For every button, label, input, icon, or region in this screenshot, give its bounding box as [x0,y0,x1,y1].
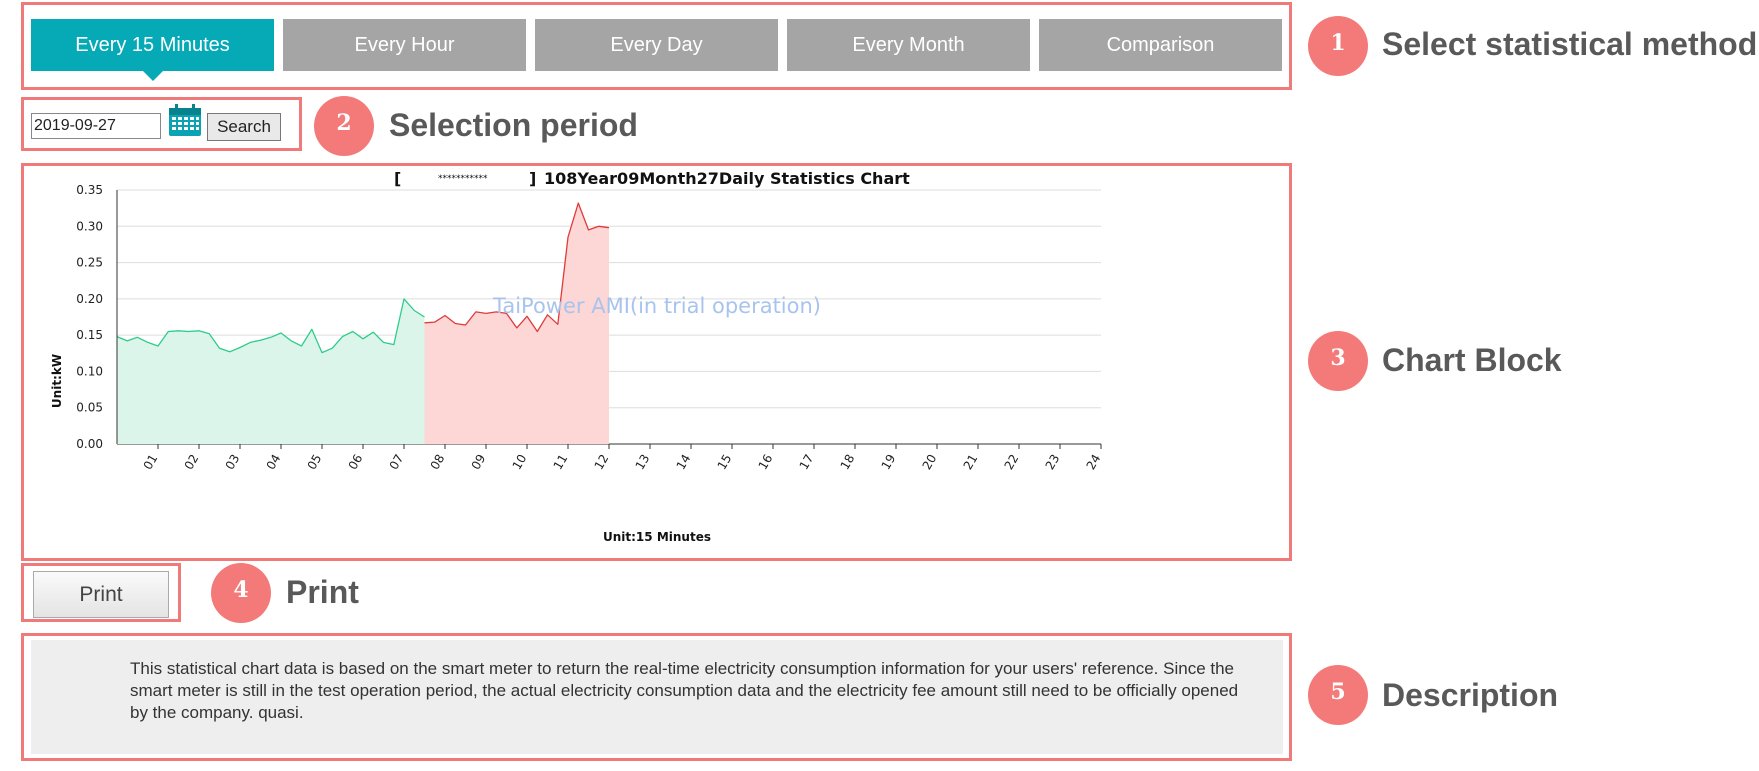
chart-y-axis-title: Unit:kW [50,354,64,408]
x-tick-label: 20 [920,452,940,472]
chart-areas [116,202,610,444]
annotation-marker-3: 3 [1308,331,1368,391]
y-tick-label: 0.05 [76,401,103,415]
tab-comparison[interactable]: Comparison [1039,19,1282,71]
x-tick-label: 05 [305,452,325,472]
description-panel: This statistical chart data is based on … [31,640,1283,754]
tab-every-day[interactable]: Every Day [535,19,778,71]
x-tick-label: 06 [346,452,366,472]
selection-period-frame [21,97,302,151]
description-text: This statistical chart data is based on … [130,659,1239,722]
annotation-marker-1: 1 [1308,16,1368,76]
calendar-icon[interactable] [168,103,202,137]
chart-title-bracket-open: [ [394,169,401,188]
x-tick-label: 10 [510,452,530,472]
x-tick-label: 13 [633,452,653,472]
print-frame [21,563,181,622]
active-tab-pointer [142,71,163,81]
tab-every-15-minutes[interactable]: Every 15 Minutes [31,19,274,81]
y-tick-label: 0.30 [76,219,103,233]
chart-title-bracket-close: ] [529,169,536,188]
x-tick-label: 07 [387,452,407,472]
annotation-marker-4: 4 [211,563,271,623]
statistical-method-frame [21,2,1292,90]
search-button[interactable]: Search [207,113,281,141]
x-tick-label: 12 [592,452,612,472]
x-tick-label: 14 [674,452,694,472]
x-tick-label: 24 [1084,452,1104,472]
x-tick-label: 19 [879,452,899,472]
x-tick-label: 08 [428,452,448,472]
x-tick-label: 23 [1043,452,1063,472]
y-tick-label: 0.35 [76,183,103,197]
print-button[interactable]: Print [33,571,169,618]
description-frame [21,633,1292,761]
tab-label: Every 15 Minutes [75,34,230,56]
x-tick-label: 22 [1002,452,1022,472]
series-line [424,202,610,333]
chart-watermark: TaiPower AMI(in trial operation) [492,294,821,318]
usage-chart: TaiPower AMI(in trial operation) 0.000.0… [50,169,1103,544]
x-tick-label: 11 [551,452,571,472]
x-tick-label: 09 [469,452,489,472]
annotation-marker-2: 2 [314,96,374,156]
annotation-label-4: Print [286,574,359,610]
tab-label: Every Day [610,34,703,56]
chart-title: 108Year09Month27Daily Statistics Chart [544,169,910,188]
x-tick-label: 21 [961,452,981,472]
x-tick-label: 03 [223,452,243,472]
x-tick-label: 01 [141,452,161,472]
tab-every-hour[interactable]: Every Hour [283,19,526,71]
x-tick-label: 04 [264,452,284,472]
tab-label: Every Hour [354,34,455,56]
tab-label: Every Month [852,34,965,56]
chart-block-frame [21,163,1292,561]
x-tick-label: 18 [838,452,858,472]
tab-every-month[interactable]: Every Month [787,19,1030,71]
tab-label: Comparison [1106,34,1215,56]
annotation-label-3: Chart Block [1382,342,1562,378]
chart-axes: 0.00 0.05 0.10 0.15 0.20 0.25 0.30 0.35 01 02 03 04… [76,183,1103,472]
chart-title-masked-name: *********** [438,174,488,184]
y-tick-label: 0.10 [76,364,103,378]
annotation-label-2: Selection period [389,107,638,143]
x-tick-label: 02 [182,452,202,472]
chart-x-axis-title: Unit:15 Minutes [603,530,711,544]
x-tick-label: 17 [797,452,817,472]
annotation-label-5: Description [1382,677,1559,713]
x-tick-label: 16 [756,452,776,472]
series-area [117,298,425,444]
annotation-label-1: Select statistical method [1382,26,1758,62]
y-tick-label: 0.20 [76,292,103,306]
y-tick-label: 0.25 [76,256,103,270]
date-input[interactable] [31,113,161,139]
y-tick-label: 0.15 [76,328,103,342]
y-tick-label: 0.00 [76,437,103,451]
annotation-marker-5: 5 [1308,665,1368,725]
x-tick-label: 15 [715,452,735,472]
series-line [116,298,425,354]
series-area [424,203,609,444]
